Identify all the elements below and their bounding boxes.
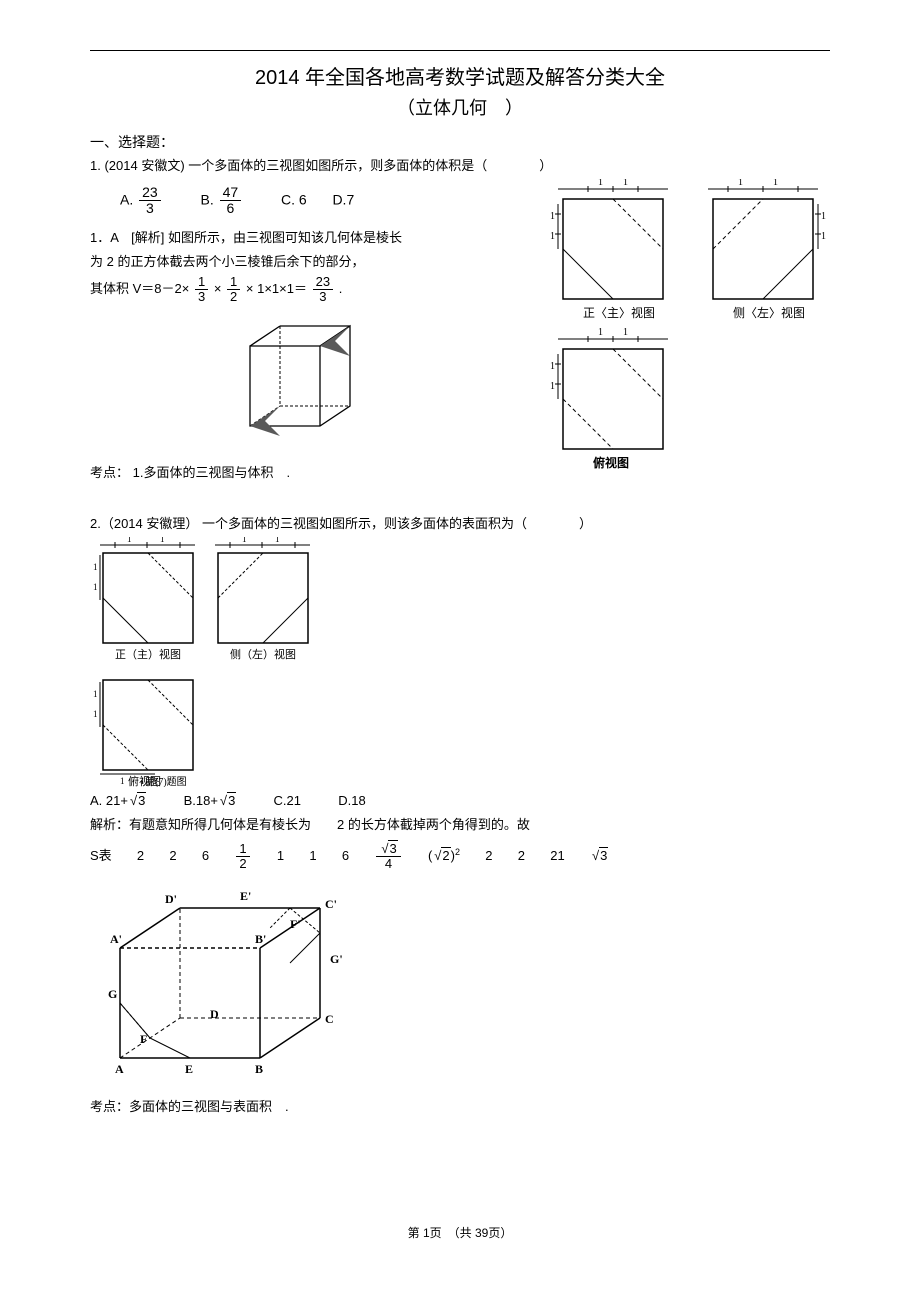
page-title: 2014 年全国各地高考数学试题及解答分类大全 [90,61,830,90]
svg-text:1: 1 [738,179,743,188]
q1-optA-frac: 23 3 [139,185,161,217]
svg-text:1: 1 [550,361,555,372]
q1-sol-line1: 1．A [解析] 如图所示，由三视图可知该几何体是棱长 [90,227,530,249]
svg-text:1: 1 [275,537,280,544]
svg-text:A: A [115,1062,124,1076]
svg-text:E: E [185,1062,193,1076]
svg-text:侧〈左〉视图: 侧〈左〉视图 [733,305,805,320]
q1-solid-figure [220,306,390,456]
svg-text:1: 1 [773,179,778,188]
svg-text:1: 1 [93,689,98,699]
q1-stem: 1. (2014 安徽文) 一个多面体的三视图如图所示，则多面体的体积是（ ） [90,156,830,177]
q1-three-views: 1 1 1 1 正〈主〉视图 1 1 1 1 [550,179,830,469]
page-footer: 第 1页 （共 39页） [0,1224,920,1241]
svg-text:侧（左）视图: 侧（左）视图 [230,647,296,661]
svg-text:1: 1 [550,231,555,242]
page-subtitle: （立体几何 ） [90,94,830,120]
svg-text:第(7)题图: 第(7)题图 [145,775,187,787]
svg-text:1: 1 [821,211,826,222]
svg-text:1: 1 [242,537,247,544]
svg-text:C': C' [325,897,337,911]
svg-text:1: 1 [598,327,603,338]
q2-stem: 2.（2014 安徽理） 一个多面体的三视图如图所示，则该多面体的表面积为（ ） [90,514,830,535]
q1-optA-label: A. [120,191,133,207]
svg-text:1: 1 [120,776,125,786]
svg-text:正〈主〉视图: 正〈主〉视图 [583,305,655,320]
q2-formula: S表 2 2 6 12 1 1 6 34 (2)2 2 2 21 3 [90,842,830,872]
svg-text:B: B [255,1062,263,1076]
q2-sol-text: 解析：有题意知所得几何体是有棱长为 2 的长方体截掉两个角得到的。故 [90,814,830,836]
q1-sol-formula: 其体积 V＝8－2× 13 × 12 × 1×1×1＝ 233 . [90,275,530,305]
svg-text:正（主）视图: 正（主）视图 [115,647,181,661]
svg-text:1: 1 [160,537,165,544]
q1-optD: D.7 [332,191,354,207]
svg-text:B': B' [255,932,266,946]
q1-options: A. 23 3 B. 47 6 C. 6 D.7 [120,185,530,217]
svg-text:1: 1 [127,537,132,544]
svg-text:1: 1 [93,562,98,572]
q2-three-views: 11 11 正（主）视图 11 侧（左）视图 11 11 [90,537,320,787]
section-header: 一、选择题： [90,132,830,152]
q1-point: 考点： 1.多面体的三视图与体积 . [90,462,530,484]
svg-text:俯视图: 俯视图 [593,455,629,469]
q2-solid-figure: A E B C D F G A' B' C' D' E' F' G' [90,878,360,1088]
svg-text:D': D' [165,892,177,906]
svg-text:1: 1 [623,179,628,188]
q2-options: A. 21+3 B.18+3 C.21 D.18 [90,791,830,812]
svg-text:G: G [108,987,117,1001]
svg-text:1: 1 [821,231,826,242]
svg-text:1: 1 [93,709,98,719]
svg-text:1: 1 [550,211,555,222]
q1-optB-label: B. [200,191,213,207]
svg-text:G': G' [330,952,343,966]
q1-sol-line2: 为 2 的正方体截去两个小三棱锥后余下的部分， [90,251,530,273]
svg-text:1: 1 [93,582,98,592]
svg-text:1: 1 [550,381,555,392]
svg-text:A': A' [110,932,122,946]
svg-text:C: C [325,1012,334,1026]
q1-optC: C. 6 [281,191,307,207]
svg-text:1: 1 [623,327,628,338]
svg-text:D: D [210,1007,219,1021]
q1-optB-frac: 47 6 [220,185,242,217]
svg-text:F: F [140,1032,147,1046]
svg-text:E': E' [240,889,251,903]
svg-text:F': F' [290,917,301,931]
top-rule [90,50,830,51]
q2-point: 考点：多面体的三视图与表面积 . [90,1096,830,1118]
svg-text:1: 1 [598,179,603,188]
